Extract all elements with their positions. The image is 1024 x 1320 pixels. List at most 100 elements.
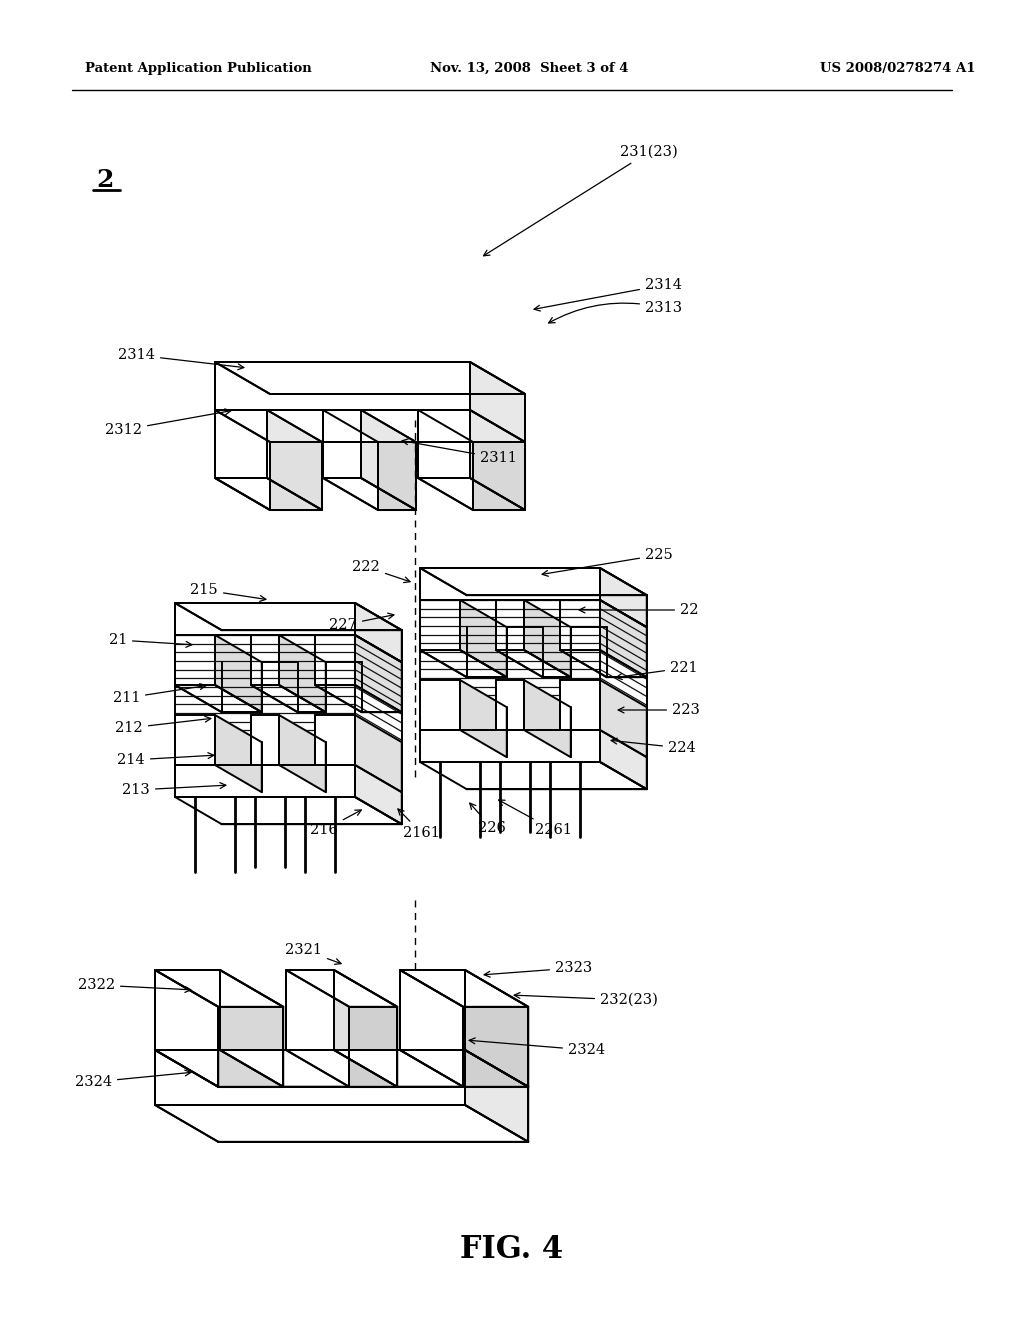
Polygon shape [496,649,570,677]
Polygon shape [220,970,284,1086]
Polygon shape [286,970,397,1007]
Polygon shape [315,635,355,685]
Polygon shape [524,601,570,677]
Polygon shape [315,685,401,713]
Polygon shape [175,603,355,635]
Polygon shape [215,362,525,393]
Polygon shape [267,411,378,442]
Polygon shape [334,970,397,1086]
Polygon shape [267,411,322,510]
Text: 211: 211 [113,684,206,705]
Polygon shape [465,970,528,1086]
Text: 2324: 2324 [469,1038,605,1057]
Polygon shape [465,1049,528,1142]
Polygon shape [215,635,262,713]
Polygon shape [463,1007,528,1086]
Polygon shape [361,411,473,442]
Polygon shape [524,680,570,758]
Text: 222: 222 [352,560,410,582]
Polygon shape [470,411,525,510]
Polygon shape [470,362,525,442]
Polygon shape [400,970,465,1049]
Polygon shape [473,442,525,510]
Polygon shape [175,603,401,630]
Text: 216: 216 [310,810,361,837]
Text: 2311: 2311 [402,438,517,465]
Text: 213: 213 [122,783,226,797]
Polygon shape [600,680,647,758]
Polygon shape [215,715,262,792]
Polygon shape [560,680,600,730]
Polygon shape [251,635,279,685]
Polygon shape [600,730,647,789]
Polygon shape [355,715,401,792]
Text: 2324: 2324 [75,1071,190,1089]
Text: 21: 21 [109,634,191,647]
Polygon shape [270,442,322,510]
Text: 2322: 2322 [78,978,190,993]
Text: Nov. 13, 2008  Sheet 3 of 4: Nov. 13, 2008 Sheet 3 of 4 [430,62,629,75]
Text: 226: 226 [470,803,506,836]
Text: 224: 224 [611,738,695,755]
Text: 2323: 2323 [484,961,592,977]
Polygon shape [334,1049,463,1086]
Text: 2261: 2261 [499,800,572,837]
Polygon shape [400,970,463,1086]
Text: Patent Application Publication: Patent Application Publication [85,62,311,75]
Polygon shape [420,568,600,601]
Polygon shape [251,715,279,766]
Polygon shape [215,411,270,510]
Polygon shape [460,601,507,677]
Polygon shape [175,715,215,766]
Text: 212: 212 [116,717,211,735]
Text: 2314: 2314 [118,348,244,370]
Text: 215: 215 [190,583,266,602]
Polygon shape [418,411,470,478]
Polygon shape [420,762,647,789]
Polygon shape [496,680,524,730]
Polygon shape [560,601,600,649]
Polygon shape [315,715,355,766]
Polygon shape [355,766,401,824]
Polygon shape [420,680,460,730]
Polygon shape [175,797,401,824]
Polygon shape [361,411,416,510]
Polygon shape [155,970,220,1049]
Polygon shape [600,568,647,627]
Polygon shape [155,1105,528,1142]
Text: 2314: 2314 [535,279,682,312]
Polygon shape [155,970,284,1007]
Polygon shape [220,1049,349,1086]
Polygon shape [323,478,416,510]
Polygon shape [155,970,218,1086]
Polygon shape [420,730,600,762]
Polygon shape [560,649,647,677]
Text: 227: 227 [330,612,394,632]
Text: 232(23): 232(23) [514,993,657,1007]
Polygon shape [349,1007,397,1086]
Polygon shape [215,362,470,411]
Polygon shape [215,478,322,510]
Polygon shape [175,685,262,713]
Text: 2313: 2313 [549,301,682,323]
Polygon shape [418,478,525,510]
Polygon shape [218,1007,284,1086]
Polygon shape [460,680,507,758]
Polygon shape [355,603,401,663]
Polygon shape [420,568,647,595]
Polygon shape [355,635,401,713]
Polygon shape [279,715,326,792]
Polygon shape [155,1049,465,1105]
Polygon shape [378,442,416,510]
Text: 2: 2 [96,168,114,191]
Text: 22: 22 [580,603,698,616]
Text: 231(23): 231(23) [483,145,678,256]
Polygon shape [323,411,361,478]
Text: 2312: 2312 [105,409,230,437]
Polygon shape [400,970,528,1007]
Polygon shape [279,635,326,713]
Polygon shape [286,970,334,1049]
Polygon shape [496,601,524,649]
Polygon shape [155,1049,528,1086]
Polygon shape [175,635,215,685]
